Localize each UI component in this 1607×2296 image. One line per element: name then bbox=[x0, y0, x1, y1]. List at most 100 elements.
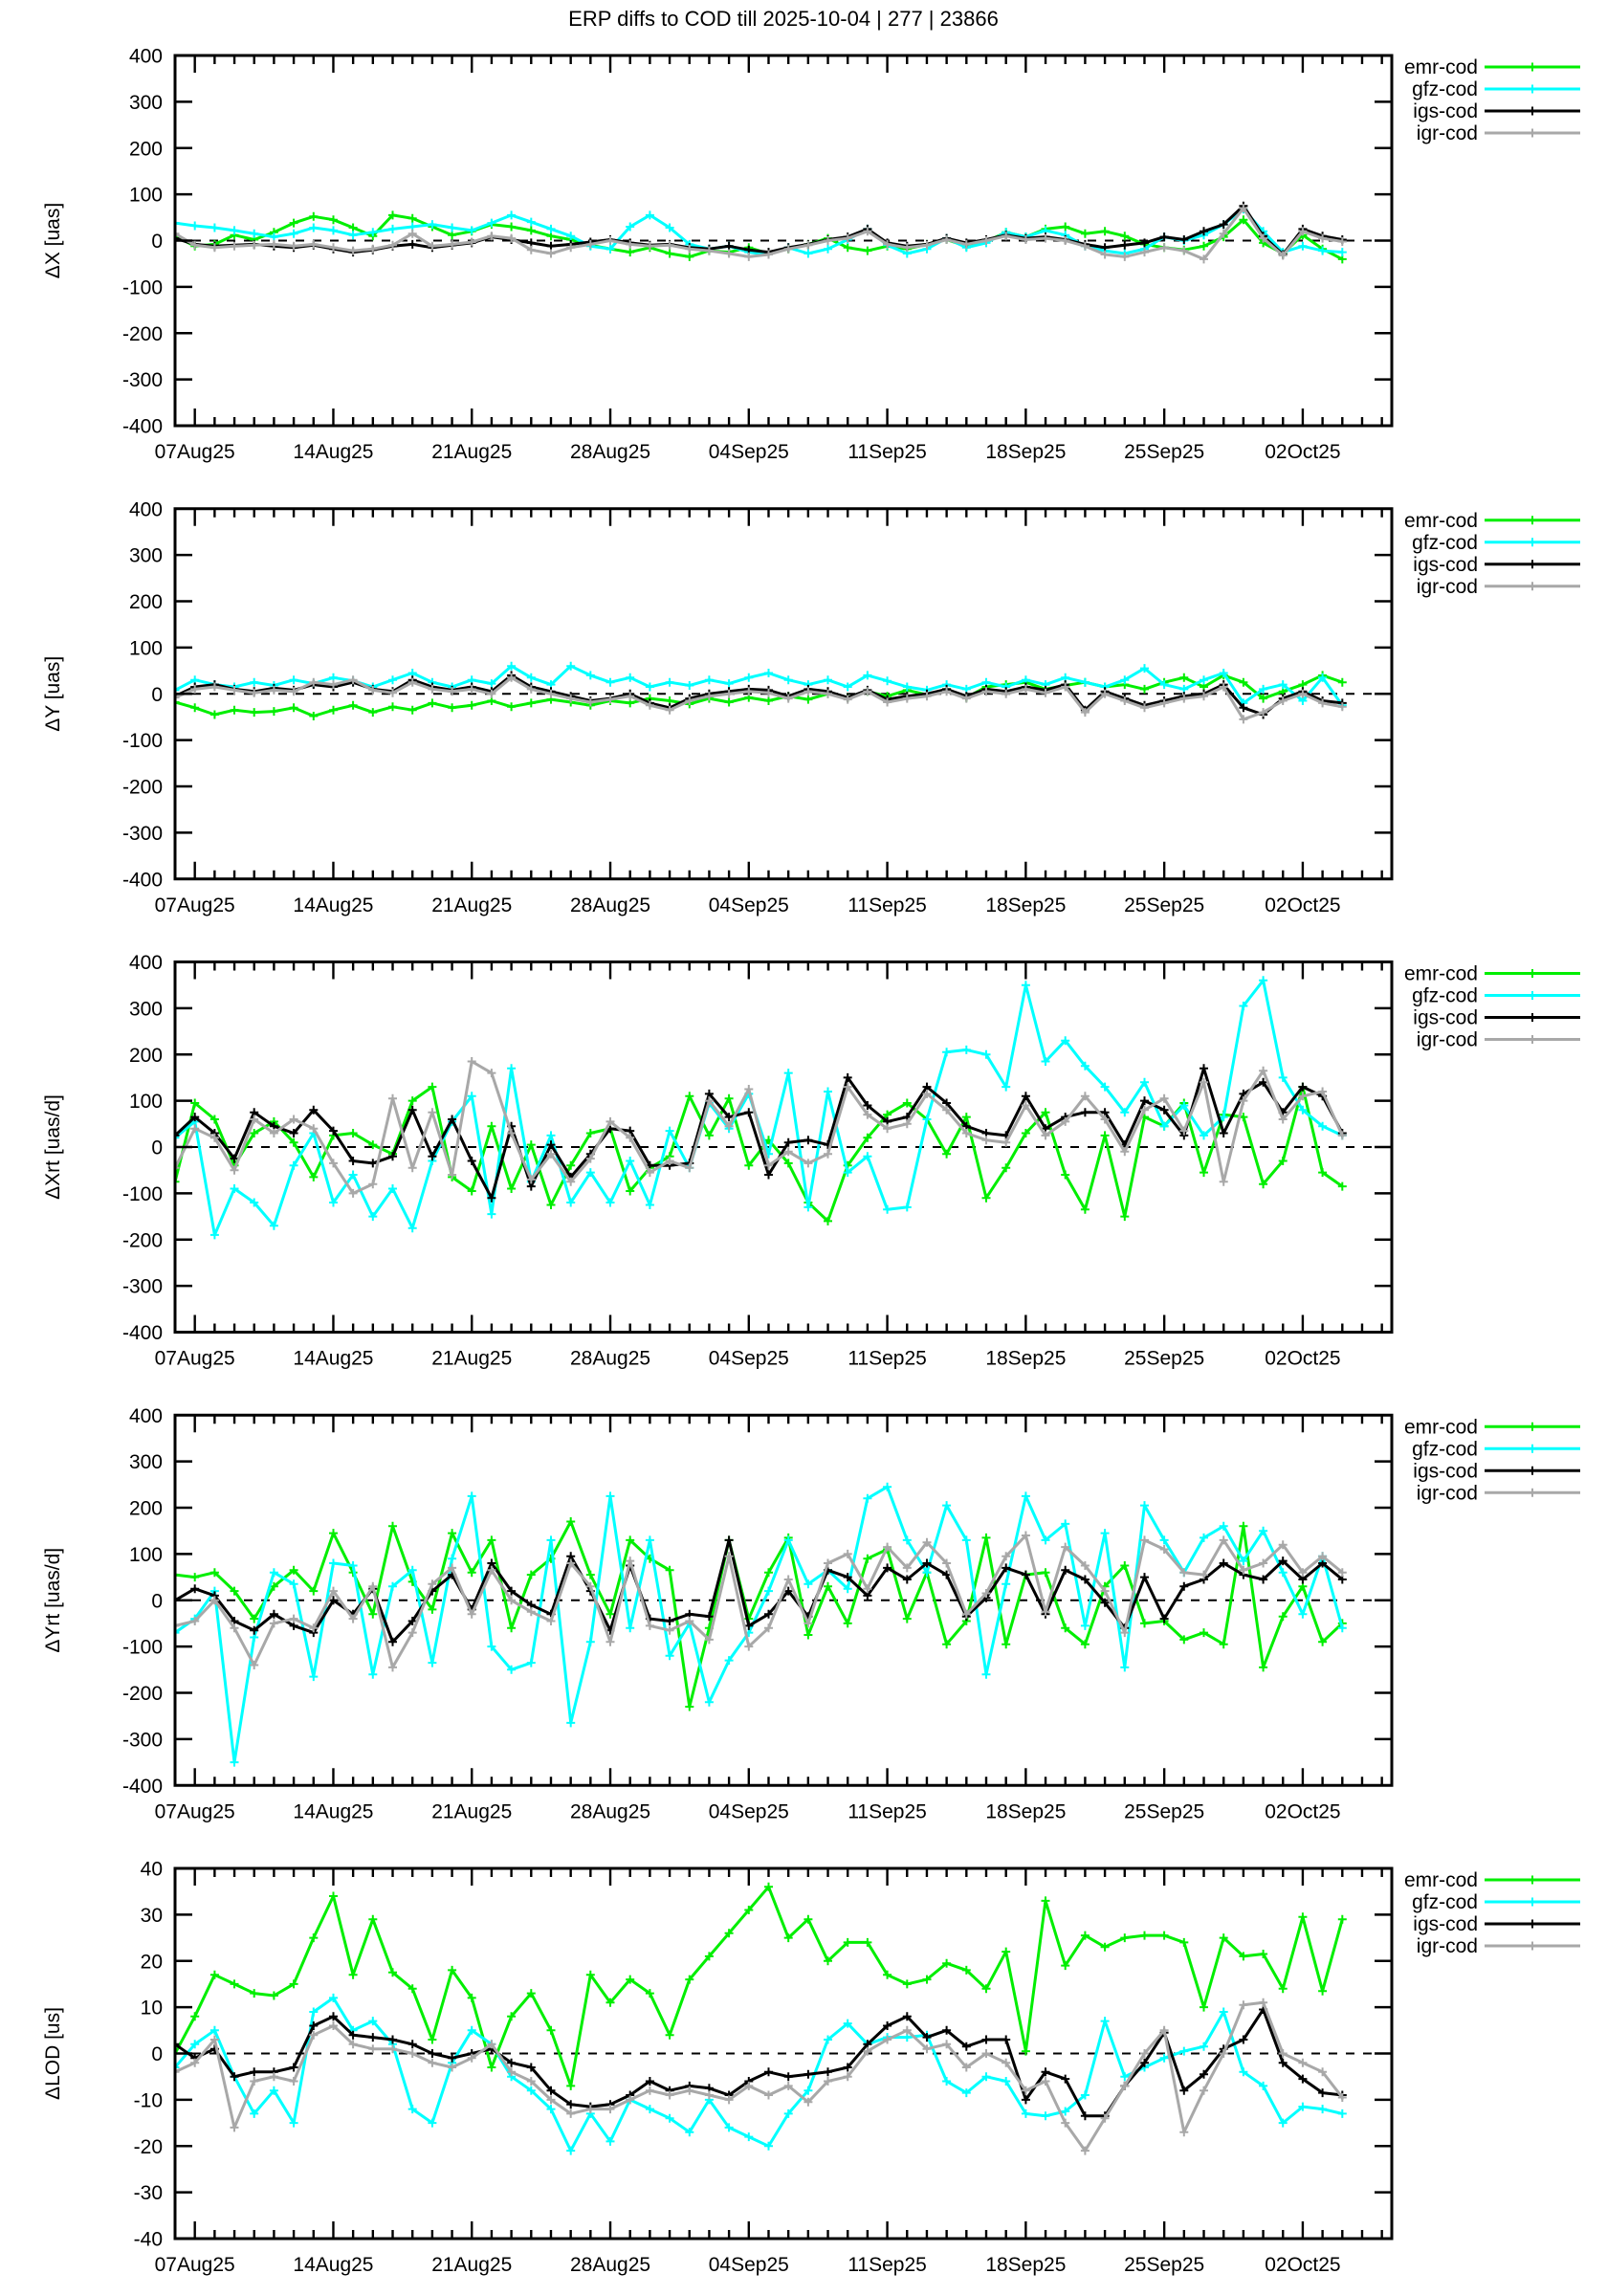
x-tick-label: 25Sep25 bbox=[1124, 894, 1204, 916]
legend-marker-igs-cod bbox=[1528, 106, 1537, 116]
y-tick-label: 400 bbox=[129, 952, 163, 974]
legend-label-igr-cod: igr-cod bbox=[1417, 1029, 1478, 1051]
subplot-dlod: -40 -30 -20 -10 0 10 20 30 40 07Aug25 14Aug25 21Aug… bbox=[42, 1859, 1580, 2276]
legend-marker-gfz-cod bbox=[1528, 991, 1537, 1000]
x-tick-label: 28Aug25 bbox=[570, 894, 650, 916]
legend-marker-igs-cod bbox=[1528, 560, 1537, 569]
series-gfz-cod-line bbox=[175, 1996, 1343, 2152]
x-tick-label: 18Sep25 bbox=[985, 1348, 1066, 1370]
y-axis-label: ΔX [uas] bbox=[42, 203, 64, 278]
x-tick-label: 18Sep25 bbox=[985, 1800, 1066, 1822]
x-tick-label: 21Aug25 bbox=[431, 2254, 512, 2276]
x-tick-label: 11Sep25 bbox=[848, 2254, 927, 2276]
series-igs-cod-markers bbox=[175, 2005, 1347, 2121]
chart-title: ERP diffs to COD till 2025-10-04 | 277 |… bbox=[568, 7, 999, 31]
series-gfz-cod-line bbox=[175, 1485, 1344, 1764]
x-tick-label: 14Aug25 bbox=[293, 894, 373, 916]
legend-label-igs-cod: igs-cod bbox=[1413, 1007, 1478, 1029]
y-tick-label: 300 bbox=[129, 1451, 163, 1473]
legend-label-igr-cod: igr-cod bbox=[1417, 576, 1478, 598]
y-tick-label: 400 bbox=[129, 46, 163, 68]
y-tick-label: -400 bbox=[122, 416, 163, 438]
legend-marker-emr-cod bbox=[1528, 969, 1537, 978]
y-tick-label: 200 bbox=[129, 1045, 163, 1067]
x-tick-label: 02Oct25 bbox=[1265, 1348, 1340, 1370]
legend-marker-gfz-cod bbox=[1528, 1897, 1537, 1907]
y-tick-label: 0 bbox=[151, 1590, 163, 1612]
series-gfz-cod-markers bbox=[175, 1993, 1347, 2155]
legend-label-emr-cod: emr-cod bbox=[1404, 510, 1478, 532]
x-tick-label: 28Aug25 bbox=[570, 2254, 650, 2276]
y-axis-label: ΔLOD [us] bbox=[42, 2007, 64, 2100]
y-tick-label: 100 bbox=[129, 1544, 163, 1566]
y-tick-label: -100 bbox=[122, 1183, 163, 1205]
x-tick-label: 28Aug25 bbox=[570, 1348, 650, 1370]
x-tick-label: 11Sep25 bbox=[848, 1348, 927, 1370]
y-tick-label: -200 bbox=[122, 1683, 163, 1705]
x-tick-label: 25Sep25 bbox=[1124, 441, 1204, 463]
y-tick-label: -300 bbox=[122, 823, 163, 845]
legend-marker-emr-cod bbox=[1528, 516, 1537, 525]
legend-label-gfz-cod: gfz-cod bbox=[1412, 532, 1478, 554]
legend-label-igr-cod: igr-cod bbox=[1417, 1482, 1478, 1504]
axis-ticks bbox=[173, 960, 1392, 1334]
x-tick-label: 28Aug25 bbox=[570, 441, 650, 463]
legend-marker-igs-cod bbox=[1528, 1919, 1537, 1929]
x-tick-label: 25Sep25 bbox=[1124, 1348, 1204, 1370]
series-gfz-cod-line bbox=[175, 979, 1343, 1237]
x-tick-label: 21Aug25 bbox=[431, 894, 512, 916]
y-axis-label: ΔY [uas] bbox=[42, 656, 64, 732]
x-tick-label: 14Aug25 bbox=[293, 441, 373, 463]
y-axis-label: ΔXrt [uas/d] bbox=[42, 1094, 64, 1200]
x-tick-label: 21Aug25 bbox=[431, 1800, 512, 1822]
x-tick-label: 18Sep25 bbox=[985, 2254, 1066, 2276]
x-tick-label: 11Sep25 bbox=[848, 441, 927, 463]
y-tick-label: 200 bbox=[129, 1498, 163, 1520]
legend-label-gfz-cod: gfz-cod bbox=[1412, 1438, 1478, 1460]
legend-marker-igr-cod bbox=[1528, 128, 1537, 138]
x-tick-label: 02Oct25 bbox=[1265, 2254, 1340, 2276]
x-tick-label: 14Aug25 bbox=[293, 1800, 373, 1822]
x-tick-label: 02Oct25 bbox=[1265, 894, 1340, 916]
series-igr-cod-line bbox=[175, 1534, 1344, 1669]
y-tick-label: 30 bbox=[141, 1905, 163, 1927]
series-igr-cod-markers bbox=[175, 1531, 1347, 1672]
axis-ticks bbox=[173, 1414, 1392, 1787]
y-tick-label: -40 bbox=[134, 2229, 163, 2251]
axis-ticks bbox=[173, 507, 1392, 880]
legend-label-igr-cod: igr-cod bbox=[1417, 1935, 1478, 1957]
y-tick-label: -400 bbox=[122, 1776, 163, 1798]
x-tick-label: 11Sep25 bbox=[848, 1800, 927, 1822]
y-tick-label: 200 bbox=[129, 138, 163, 160]
y-tick-label: -100 bbox=[122, 1637, 163, 1659]
axis-ticks bbox=[173, 1866, 1392, 2241]
legend-label-emr-cod: emr-cod bbox=[1404, 1416, 1478, 1438]
series-igr-cod-line bbox=[175, 1060, 1344, 1195]
y-tick-label: 300 bbox=[129, 92, 163, 114]
legend-label-igs-cod: igs-cod bbox=[1413, 100, 1478, 122]
x-tick-label: 07Aug25 bbox=[155, 441, 235, 463]
y-tick-label: -100 bbox=[122, 730, 163, 752]
y-tick-label: -400 bbox=[122, 1322, 163, 1344]
legend-label-emr-cod: emr-cod bbox=[1404, 56, 1478, 78]
y-tick-label: 400 bbox=[129, 1405, 163, 1427]
series-igs-cod-markers bbox=[175, 671, 1347, 719]
x-tick-label: 18Sep25 bbox=[985, 894, 1066, 916]
x-tick-label: 25Sep25 bbox=[1124, 1800, 1204, 1822]
x-tick-label: 02Oct25 bbox=[1265, 1800, 1340, 1822]
y-tick-label: -200 bbox=[122, 323, 163, 345]
subplot-dx: -400 -300 -200 -100 0 100 200 300 400 07Aug25 14Au… bbox=[42, 46, 1580, 463]
x-tick-label: 28Aug25 bbox=[570, 1800, 650, 1822]
x-tick-label: 14Aug25 bbox=[293, 2254, 373, 2276]
legend-marker-igr-cod bbox=[1528, 1488, 1537, 1497]
x-tick-label: 21Aug25 bbox=[431, 441, 512, 463]
legend-marker-emr-cod bbox=[1528, 1875, 1537, 1885]
legend-marker-igr-cod bbox=[1528, 582, 1537, 591]
legend-label-gfz-cod: gfz-cod bbox=[1412, 78, 1478, 100]
y-tick-label: -100 bbox=[122, 276, 163, 298]
y-tick-label: -200 bbox=[122, 1229, 163, 1251]
